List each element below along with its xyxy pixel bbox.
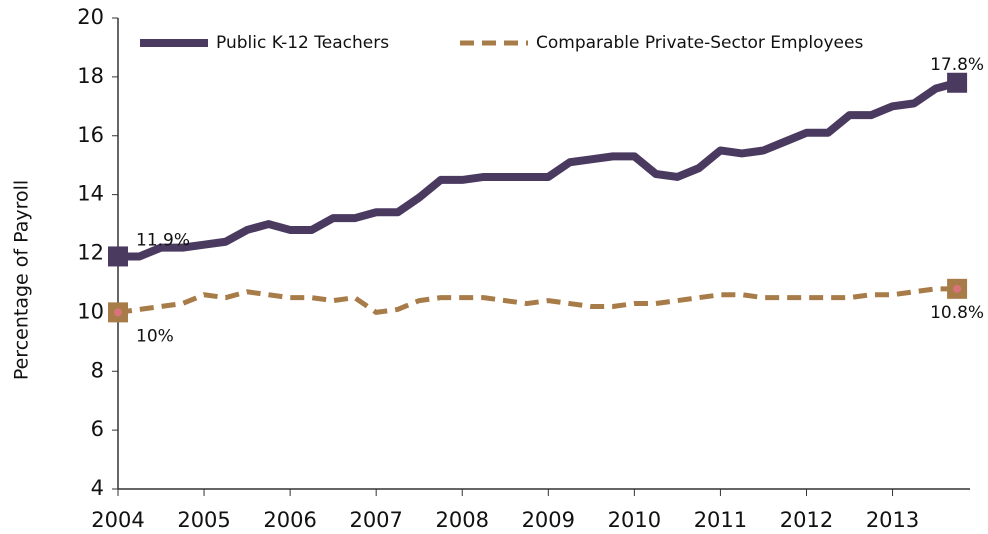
x-tick-label: 2012 [780, 508, 833, 532]
y-tick-label: 12 [77, 241, 104, 265]
data-label: 17.8% [930, 55, 984, 75]
x-tick-label: 2010 [608, 508, 661, 532]
y-axis-label: Percentage of Payroll [11, 180, 33, 380]
end-marker [108, 246, 128, 267]
x-tick-label: 2004 [91, 508, 144, 532]
end-marker-dot [953, 284, 962, 293]
x-tick-label: 2011 [694, 508, 747, 532]
x-tick-label: 2013 [866, 508, 919, 532]
end-marker [947, 72, 968, 93]
x-tick-label: 2006 [263, 508, 316, 532]
legend-label: Public K-12 Teachers [216, 33, 389, 53]
y-tick-label: 10 [77, 299, 104, 323]
series-line [117, 286, 958, 315]
y-tick-label: 4 [91, 476, 104, 500]
x-tick-label: 2005 [177, 508, 230, 532]
y-tick-label: 6 [91, 417, 104, 441]
y-tick-label: 20 [77, 5, 104, 29]
y-tick-label: 16 [77, 123, 104, 147]
data-label: 11.9% [136, 230, 190, 250]
y-tick-label: 8 [91, 358, 104, 382]
end-marker-dot [114, 308, 122, 317]
x-tick-label: 2008 [436, 508, 489, 532]
legend-label: Comparable Private-Sector Employees [536, 33, 863, 53]
x-tick-label: 2007 [349, 508, 402, 532]
data-label: 10% [136, 326, 174, 346]
series-line [118, 78, 959, 261]
x-tick-label: 2009 [522, 508, 575, 532]
y-tick-label: 18 [77, 64, 104, 88]
data-label: 10.8% [930, 303, 984, 323]
y-tick-label: 14 [77, 182, 104, 206]
